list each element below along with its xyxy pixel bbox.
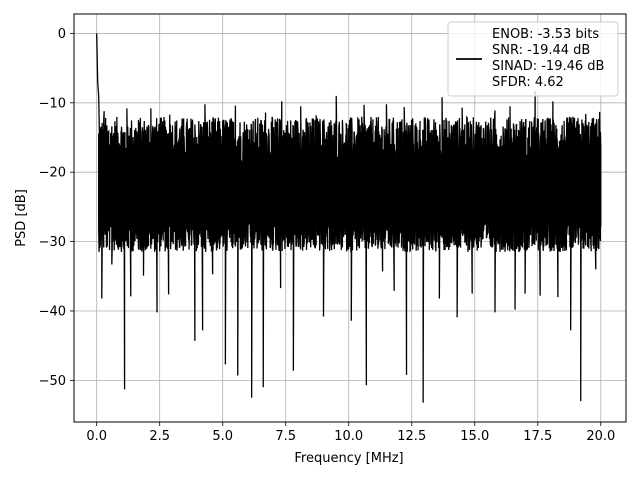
y-tick-label: −40 xyxy=(39,304,66,319)
series-group xyxy=(96,33,602,403)
legend-box xyxy=(447,21,619,97)
x-tick-label: 0.0 xyxy=(86,429,107,444)
legend-entry: SINAD: -19.46 dB xyxy=(492,59,604,74)
psd-series-line xyxy=(96,33,602,403)
x-tick-label: 12.5 xyxy=(397,429,426,444)
x-tick-label: 20.0 xyxy=(586,429,615,444)
x-tick-label: 7.5 xyxy=(275,429,296,444)
x-axis-label: Frequency [MHz] xyxy=(294,451,403,466)
legend-entry: SFDR: 4.62 xyxy=(492,75,564,90)
y-tick-label: −50 xyxy=(39,374,66,389)
y-tick-label: −20 xyxy=(39,166,66,181)
x-tick-label: 10.0 xyxy=(334,429,363,444)
x-tick-label: 17.5 xyxy=(523,429,552,444)
plot-frame xyxy=(73,13,627,423)
y-tick-label: 0 xyxy=(58,27,66,42)
y-axis-label: PSD [dB] xyxy=(14,189,29,247)
x-tick-label: 15.0 xyxy=(460,429,489,444)
legend-entry: ENOB: -3.53 bits xyxy=(492,27,599,42)
y-axis: 0 −10 −20 −30 −40 −50 xyxy=(39,27,74,389)
x-tick-label: 5.0 xyxy=(212,429,233,444)
x-axis: 0.0 2.5 5.0 7.5 10.0 12.5 15.0 17.5 20.0 xyxy=(86,422,615,444)
legend-entry: SNR: -19.44 dB xyxy=(492,43,590,58)
y-tick-label: −10 xyxy=(39,96,66,111)
y-tick-label: −30 xyxy=(39,235,66,250)
x-tick-label: 2.5 xyxy=(149,429,170,444)
